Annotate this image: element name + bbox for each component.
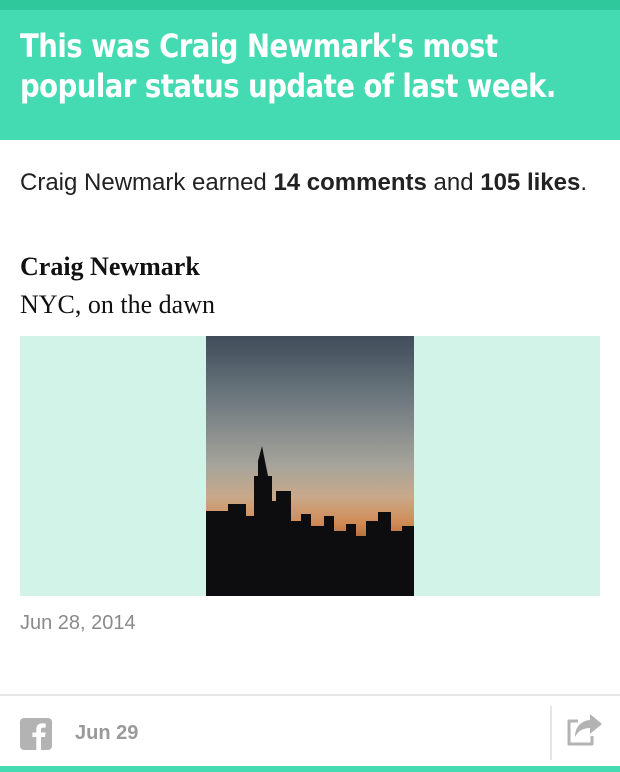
bottom-accent-bar <box>0 766 620 772</box>
comments-count: 14 comments <box>273 169 427 196</box>
post-text: NYC, on the dawn <box>20 290 215 319</box>
top-accent-bar <box>0 0 620 10</box>
summary-middle: and <box>426 169 481 196</box>
post-author[interactable]: Craig Newmark <box>20 252 200 281</box>
summary-prefix: Craig Newmark earned <box>20 169 274 196</box>
share-icon[interactable] <box>566 712 604 748</box>
header-banner: This was Craig Newmark's most popular st… <box>0 10 620 140</box>
footer-bar: Jun 29 <box>0 694 620 764</box>
facebook-icon[interactable] <box>20 718 52 750</box>
engagement-summary: Craig Newmark earned 14 comments and 105… <box>20 166 600 200</box>
post-date: Jun 28, 2014 <box>20 612 136 634</box>
summary-suffix: . <box>580 169 587 196</box>
post-media[interactable] <box>20 336 600 596</box>
footer-date: Jun 29 <box>75 722 139 744</box>
page-title: This was Craig Newmark's most popular st… <box>20 27 556 105</box>
likes-count: 105 likes <box>480 169 581 196</box>
footer-divider <box>550 706 552 760</box>
skyline-photo[interactable] <box>206 336 414 596</box>
